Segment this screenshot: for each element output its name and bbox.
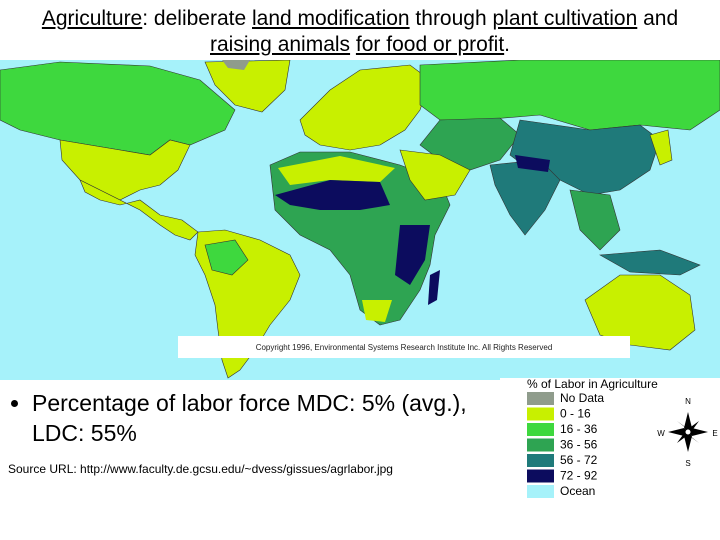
central-asia	[419, 117, 521, 171]
south-africa	[362, 300, 392, 322]
east-africa	[395, 225, 430, 285]
legend-swatch	[527, 469, 554, 483]
sahel	[275, 180, 390, 210]
legend-label: 0 - 16	[560, 407, 591, 421]
title-segment: plant cultivation	[492, 7, 638, 30]
title-segment: for food or profit	[355, 33, 505, 56]
title-segment: and	[637, 7, 679, 30]
compass-e: E	[712, 429, 717, 438]
source-text: Source URL: http://www.faculty.de.gcsu.e…	[8, 462, 393, 476]
europe	[299, 64, 431, 151]
legend-label: 72 - 92	[560, 469, 598, 483]
legend-box	[500, 378, 720, 513]
title-segment: through	[409, 7, 493, 30]
legend-swatch	[527, 454, 554, 467]
copyright-box	[178, 336, 630, 358]
slide-title: Agriculture: deliberate land modificatio…	[40, 6, 680, 58]
arctic	[222, 60, 250, 70]
japan	[649, 129, 673, 166]
indonesia	[599, 249, 701, 276]
bullet-item: Percentage of labor force MDC: 5% (avg.)…	[32, 388, 512, 448]
title-segment: raising animals	[210, 33, 351, 56]
title-segment: Agriculture	[41, 7, 143, 30]
legend-swatch	[527, 485, 554, 498]
copyright-text: Copyright 1996, Environmental Systems Re…	[256, 343, 553, 352]
north-africa	[278, 156, 395, 185]
legend-swatch	[527, 392, 554, 405]
legend-swatch	[527, 407, 554, 421]
legend-label: Ocean	[560, 484, 595, 498]
compass-s: S	[685, 459, 690, 468]
title-segment: .	[504, 33, 510, 56]
legend-label: 56 - 72	[560, 453, 598, 467]
legend-swatch	[527, 438, 554, 452]
legend-label: No Data	[560, 391, 604, 405]
middle-east	[399, 149, 471, 201]
andes-region	[204, 239, 249, 276]
title-segment: land modification	[252, 7, 410, 30]
legend-swatch	[527, 423, 554, 436]
legend-label: 16 - 36	[560, 422, 598, 436]
compass-w: W	[657, 429, 665, 438]
compass: N S W E	[657, 397, 717, 468]
legend-label: 36 - 56	[560, 438, 598, 452]
southeast-asia	[569, 189, 621, 251]
bullet-list: Percentage of labor force MDC: 5% (avg.)…	[10, 388, 512, 448]
nepal	[515, 155, 550, 172]
compass-n: N	[685, 397, 691, 406]
world-map: Copyright 1996, Environmental Systems Re…	[0, 60, 720, 380]
title-segment: : deliberate	[142, 7, 252, 30]
madagascar	[428, 270, 440, 305]
greenland	[204, 60, 291, 113]
